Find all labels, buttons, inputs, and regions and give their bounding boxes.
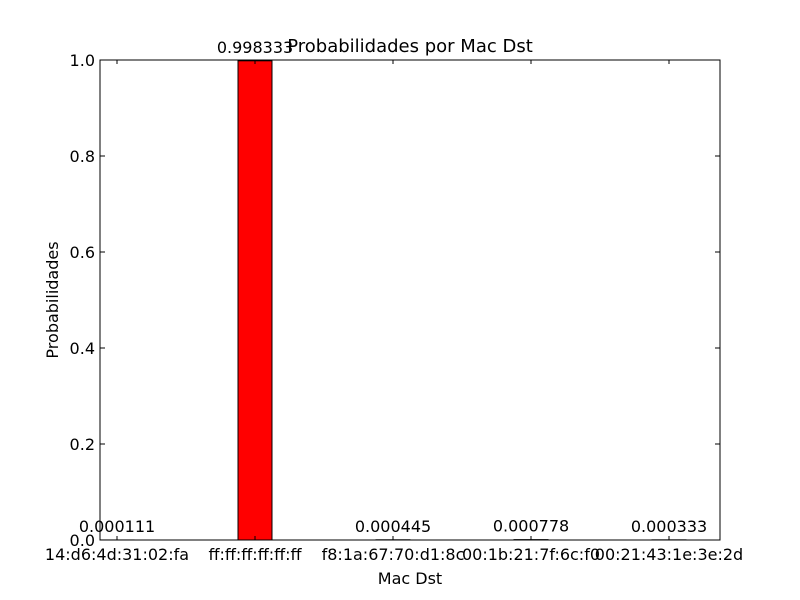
y-tick-label: 0.4 — [70, 339, 95, 358]
x-axis-ticks: 14:d6:4d:31:02:fa ff:ff:ff:ff:ff:ff f8:1a:… — [45, 60, 743, 564]
value-label: 0.000778 — [493, 517, 569, 536]
x-tick-label: f8:1a:67:70:d1:8c — [322, 545, 465, 564]
y-axis-label: Probabilidades — [43, 241, 62, 358]
value-label: 0.000333 — [631, 517, 707, 536]
y-tick-label: 0.8 — [70, 147, 95, 166]
y-tick-label: 0.6 — [70, 243, 95, 262]
y-tick-label: 1.0 — [70, 51, 95, 70]
x-tick-label: 00:1b:21:7f:6c:f0 — [462, 545, 600, 564]
x-tick-label: ff:ff:ff:ff:ff:ff — [208, 545, 302, 564]
plot-frame — [99, 59, 721, 541]
value-label: 0.998333 — [217, 38, 293, 57]
value-label: 0.000445 — [355, 517, 431, 536]
y-axis-ticks: 0.0 0.2 0.4 0.6 0.8 1.0 — [70, 51, 720, 550]
y-tick-label: 0.0 — [70, 531, 95, 550]
bar-1 — [237, 60, 273, 541]
value-label: 0.000111 — [79, 517, 155, 536]
x-tick-label: 14:d6:4d:31:02:fa — [45, 545, 189, 564]
y-tick-label: 0.2 — [70, 435, 95, 454]
chart-title: Probabilidades por Mac Dst — [287, 36, 533, 57]
value-labels-group: 0.000111 0.998333 0.000445 0.000778 0.000333 — [79, 38, 707, 536]
x-axis-label: Mac Dst — [378, 569, 442, 588]
x-tick-label: 00:21:43:1e:3e:2d — [595, 545, 743, 564]
bars-group — [99, 60, 687, 541]
